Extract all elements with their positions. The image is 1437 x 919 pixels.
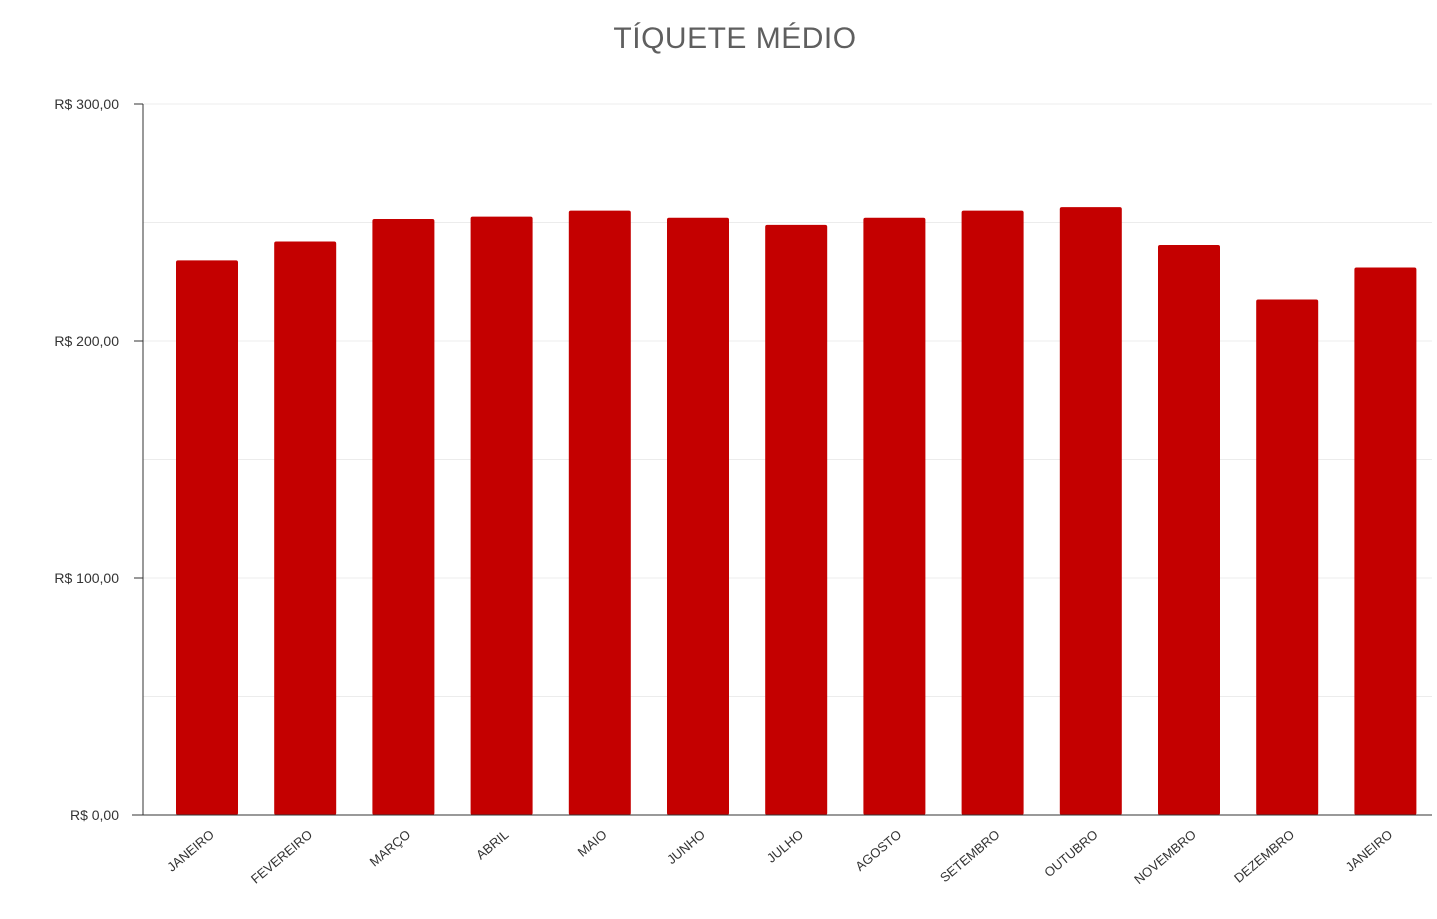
y-tick-label: R$ 100,00 (54, 570, 119, 586)
x-tick-label: AGOSTO (852, 827, 904, 874)
chart-title: TÍQUETE MÉDIO (613, 22, 856, 55)
bar-2[interactable] (274, 241, 337, 815)
x-axis-labels: JANEIRO FEVEREIRO MARÇO ABRIL MAIO JUNHO JULHO… (164, 827, 1395, 887)
x-tick-label: DEZEMBRO (1231, 827, 1297, 886)
x-tick-label: ABRIL (473, 827, 511, 863)
y-tick-label: R$ 0,00 (70, 807, 119, 823)
x-tick-label: MAIO (575, 827, 610, 860)
x-tick-label: SETEMBRO (937, 827, 1003, 885)
x-tick-label: JANEIRO (164, 827, 217, 875)
y-tick-label: R$ 300,00 (54, 96, 119, 112)
bar-1[interactable] (176, 260, 238, 815)
bar-5[interactable] (568, 210, 631, 815)
x-tick-label: JUNHO (664, 827, 708, 867)
bar-3[interactable] (372, 218, 435, 815)
x-tick-label: FEVEREIRO (248, 827, 315, 887)
x-tick-label: JULHO (764, 827, 806, 866)
y-axis-ticks: R$ 0,00 R$ 100,00 R$ 200,00 R$ 300,00 (54, 96, 143, 823)
x-tick-label: JANEIRO (1343, 827, 1396, 875)
bar-8[interactable] (863, 217, 926, 815)
bar-13[interactable] (1354, 267, 1417, 815)
x-tick-label: NOVEMBRO (1131, 827, 1199, 887)
bars (176, 207, 1417, 816)
bar-6[interactable] (667, 217, 729, 815)
bar-9[interactable] (961, 210, 1024, 815)
x-tick-label: MARÇO (367, 827, 414, 870)
bar-10[interactable] (1059, 207, 1122, 816)
bar-12[interactable] (1256, 299, 1319, 815)
y-tick-label: R$ 200,00 (54, 333, 119, 349)
x-tick-label: OUTUBRO (1041, 827, 1100, 880)
bar-11[interactable] (1158, 245, 1220, 815)
bar-7[interactable] (765, 224, 828, 815)
bar-4[interactable] (470, 216, 533, 815)
